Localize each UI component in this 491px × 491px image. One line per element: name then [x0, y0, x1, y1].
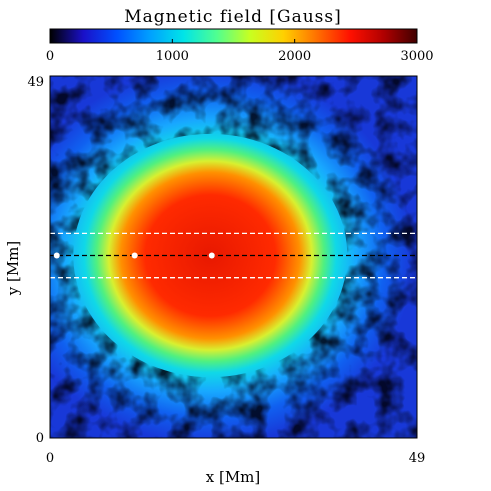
markers: [53, 252, 215, 259]
y-tick-label-top: 49: [27, 75, 44, 90]
heatmap-area: [50, 76, 417, 438]
colorbar-tick-label: 3000: [400, 49, 433, 64]
slit-lines: [50, 232, 417, 279]
y-tick-label-bottom: 0: [36, 431, 44, 446]
colorbar-ticks: 0 1000 2000 3000: [46, 39, 434, 64]
x-axis-label: x [Mm]: [206, 468, 261, 486]
marker-point: [208, 252, 215, 259]
colorbar-tick-label: 0: [46, 49, 54, 64]
plot-frame: [49, 75, 418, 439]
y-axis-label: y [Mm]: [4, 241, 22, 297]
x-tick-label-right: 49: [409, 451, 426, 466]
colorbar-tick-label: 2000: [278, 49, 311, 64]
marker-point: [131, 252, 138, 259]
colorbar: 0 1000 2000 3000: [46, 28, 434, 64]
colorbar-tick-label: 1000: [156, 49, 189, 64]
x-tick-label-left: 0: [46, 451, 54, 466]
colorbar-gradient: [49, 28, 418, 44]
marker-point: [53, 252, 60, 259]
chart-title: Magnetic field [Gauss]: [124, 7, 342, 27]
